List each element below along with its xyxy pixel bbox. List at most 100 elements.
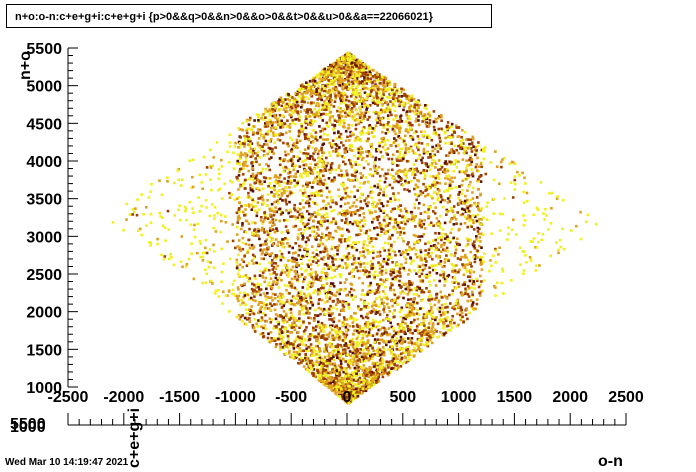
data-point	[331, 257, 335, 261]
data-point	[360, 176, 363, 179]
data-point	[264, 240, 267, 243]
data-point	[329, 166, 333, 169]
data-point	[292, 168, 296, 172]
data-point	[407, 124, 410, 127]
data-point	[181, 265, 184, 269]
data-point	[446, 201, 450, 204]
data-point	[273, 109, 277, 112]
data-point	[169, 252, 172, 256]
data-point	[360, 147, 364, 150]
data-point	[402, 88, 406, 92]
data-point	[366, 95, 369, 99]
data-point	[408, 331, 412, 334]
data-point	[327, 177, 331, 180]
data-point	[348, 392, 352, 395]
data-point	[316, 254, 320, 257]
data-point	[244, 308, 248, 312]
data-point	[469, 162, 472, 166]
data-point	[353, 366, 357, 370]
data-point	[394, 125, 397, 128]
data-point	[304, 115, 308, 118]
data-point	[398, 150, 402, 154]
data-point	[343, 374, 347, 378]
data-point	[482, 157, 486, 161]
data-point	[323, 178, 327, 182]
data-point	[385, 331, 389, 334]
data-point	[384, 285, 387, 289]
data-point	[349, 130, 352, 134]
data-point	[465, 166, 468, 170]
data-point	[417, 264, 420, 267]
data-point	[355, 89, 359, 92]
data-point	[465, 164, 469, 168]
data-point	[385, 296, 389, 300]
data-point	[446, 329, 450, 332]
data-point	[388, 237, 392, 240]
data-point	[295, 100, 299, 104]
data-point	[376, 274, 379, 278]
data-point	[268, 221, 272, 224]
data-point	[274, 345, 278, 349]
data-point	[292, 325, 296, 328]
data-point	[237, 268, 241, 272]
data-point	[347, 123, 351, 127]
data-point	[211, 282, 214, 285]
data-point	[359, 385, 363, 388]
data-point	[537, 231, 540, 235]
data-point	[236, 225, 239, 229]
data-point	[323, 364, 326, 368]
data-point	[163, 255, 167, 258]
data-point	[191, 185, 195, 189]
data-point	[307, 335, 310, 338]
data-point	[472, 145, 475, 148]
data-point	[369, 92, 372, 96]
data-point	[333, 118, 336, 121]
data-point	[329, 304, 332, 308]
data-point	[272, 134, 276, 137]
data-point	[253, 274, 257, 278]
data-point	[338, 352, 342, 355]
data-point	[122, 228, 125, 232]
data-point	[442, 243, 446, 246]
data-point	[359, 260, 362, 264]
data-point	[473, 246, 477, 250]
data-point	[371, 220, 374, 224]
data-point	[399, 100, 403, 103]
data-point	[284, 284, 287, 287]
data-point	[439, 168, 442, 171]
data-point	[285, 298, 289, 302]
data-point	[438, 279, 441, 283]
data-point	[342, 332, 346, 336]
data-point	[364, 389, 368, 393]
data-point	[406, 242, 409, 246]
data-point	[379, 87, 382, 91]
data-point	[213, 292, 217, 295]
data-point	[188, 200, 192, 204]
data-point	[343, 281, 347, 284]
data-point	[246, 143, 250, 146]
data-point	[398, 324, 402, 328]
data-point	[320, 98, 323, 102]
data-point	[395, 172, 398, 175]
data-point	[383, 215, 386, 219]
data-point	[434, 238, 437, 242]
data-point	[299, 127, 303, 131]
data-point	[191, 175, 194, 179]
data-point	[398, 214, 401, 217]
data-point	[460, 192, 464, 196]
data-point	[407, 327, 410, 331]
data-point	[451, 133, 454, 137]
data-point	[378, 254, 382, 258]
data-point	[388, 310, 392, 313]
data-point	[310, 170, 314, 174]
data-point	[407, 101, 410, 105]
data-point	[274, 116, 277, 120]
data-point	[387, 168, 390, 172]
data-point	[340, 173, 344, 177]
data-point	[312, 230, 316, 233]
data-point	[262, 118, 265, 121]
data-point	[350, 124, 354, 127]
data-point	[458, 170, 462, 174]
data-point	[357, 122, 361, 126]
data-point	[323, 356, 327, 359]
